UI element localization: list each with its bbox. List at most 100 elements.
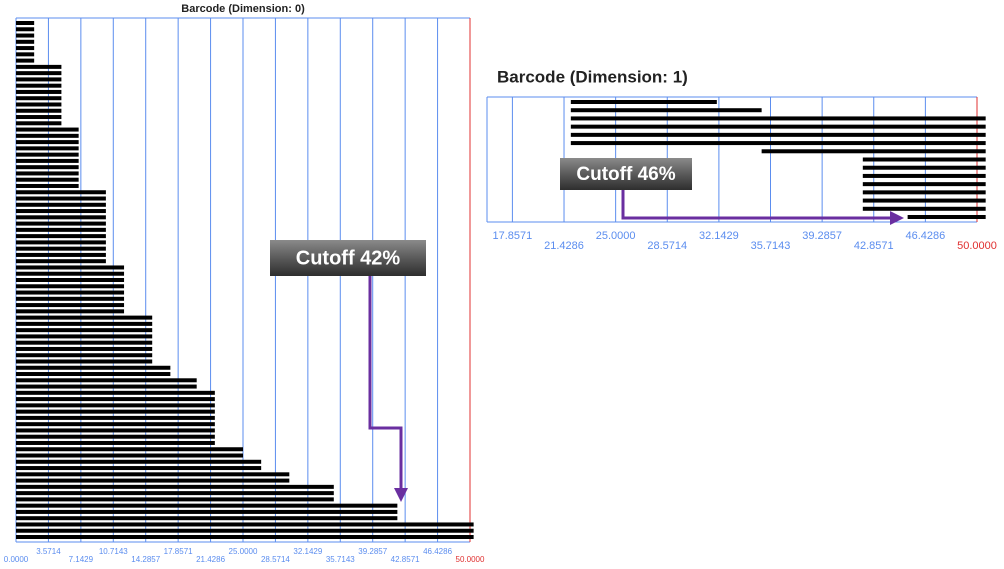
x-tick-label: 25.0000 <box>596 230 636 242</box>
cutoff-label: Cutoff 42% <box>296 247 401 269</box>
x-tick-label: 39.2857 <box>358 547 387 556</box>
x-tick-label: 42.8571 <box>854 240 894 252</box>
x-tick-label: 46.4286 <box>905 230 945 242</box>
cutoff-arrow <box>621 190 894 220</box>
cutoff-label: Cutoff 46% <box>576 164 675 185</box>
bar <box>570 100 717 104</box>
bar <box>16 183 79 188</box>
bar <box>16 202 106 207</box>
bar <box>16 227 106 232</box>
bar <box>16 303 125 308</box>
x-tick-label: 32.1429 <box>293 547 322 556</box>
bar <box>16 27 35 32</box>
bar <box>16 290 125 295</box>
bar <box>16 478 290 483</box>
bar <box>862 182 986 187</box>
bar <box>16 152 79 157</box>
x-tick-label: 21.4286 <box>196 555 225 564</box>
bar <box>16 422 215 427</box>
bar <box>16 409 215 414</box>
bar <box>16 108 62 113</box>
bar <box>16 309 125 314</box>
bar <box>16 234 106 239</box>
bar <box>16 372 171 377</box>
bar <box>16 315 153 320</box>
bar <box>16 77 62 82</box>
bar <box>862 165 986 170</box>
bar <box>16 102 62 107</box>
bar <box>16 403 215 408</box>
bar <box>16 165 79 170</box>
bar <box>16 459 262 464</box>
bar <box>16 33 35 38</box>
bar <box>16 535 474 539</box>
bar <box>16 447 243 452</box>
bar <box>570 132 986 137</box>
bar <box>16 340 153 345</box>
bar <box>16 52 35 57</box>
bar <box>16 83 62 88</box>
chart-title: Barcode (Dimension: 0) <box>181 3 305 15</box>
bar <box>16 384 197 389</box>
bar <box>16 491 334 496</box>
bar <box>16 472 290 477</box>
x-tick-label: 0.0000 <box>4 555 29 564</box>
x-tick-label: 50.0000 <box>456 555 485 564</box>
bar <box>570 124 986 129</box>
x-tick-label: 28.5714 <box>261 555 290 564</box>
bar <box>16 209 106 214</box>
bar <box>16 121 62 126</box>
bar <box>16 215 106 220</box>
bar <box>16 509 398 514</box>
bar <box>16 89 62 94</box>
cutoff-arrow <box>368 276 403 492</box>
cutoff-box <box>560 158 692 190</box>
x-tick-label: 7.1429 <box>69 555 94 564</box>
x-tick-label: 35.7143 <box>326 555 355 564</box>
bar <box>16 453 243 458</box>
bar <box>16 365 171 370</box>
bar <box>16 415 215 420</box>
bar <box>16 133 79 138</box>
bar <box>16 240 106 245</box>
arrowhead <box>394 488 408 502</box>
plot-dimension-1: 17.8571 21.4286 25.0000 28.5714 32.1429 35.71… <box>486 96 997 252</box>
bar <box>16 378 197 383</box>
x-tick-label: 17.8571 <box>164 547 193 556</box>
bar <box>16 140 79 145</box>
bar <box>16 296 125 301</box>
bar <box>862 206 986 211</box>
arrowhead <box>890 211 904 225</box>
bar <box>16 346 153 351</box>
bar <box>16 271 125 276</box>
bar <box>16 21 35 25</box>
x-tick-label: 28.5714 <box>647 240 687 252</box>
bar <box>16 96 62 101</box>
bar <box>16 522 474 527</box>
bar <box>16 171 79 176</box>
plot-dimension-0: 0.00003.57147.142910.714314.285717.85712… <box>4 17 485 564</box>
bar <box>16 528 474 533</box>
bar <box>16 321 153 326</box>
bar <box>16 397 215 402</box>
x-tick-label: 39.2857 <box>802 230 842 242</box>
bar <box>570 116 986 121</box>
bar <box>570 141 986 146</box>
bar <box>16 246 106 251</box>
bar <box>16 252 106 257</box>
bar <box>16 64 62 69</box>
bar <box>16 434 215 439</box>
x-tick-label: 46.4286 <box>423 547 452 556</box>
bar <box>16 39 35 44</box>
bar <box>16 259 106 264</box>
bar <box>16 516 398 521</box>
bar <box>16 328 153 333</box>
bar <box>16 428 215 433</box>
bar <box>16 359 153 364</box>
bar <box>16 284 125 289</box>
bar <box>16 466 262 471</box>
bar <box>862 198 986 203</box>
bar <box>16 196 106 201</box>
bar <box>16 497 334 502</box>
